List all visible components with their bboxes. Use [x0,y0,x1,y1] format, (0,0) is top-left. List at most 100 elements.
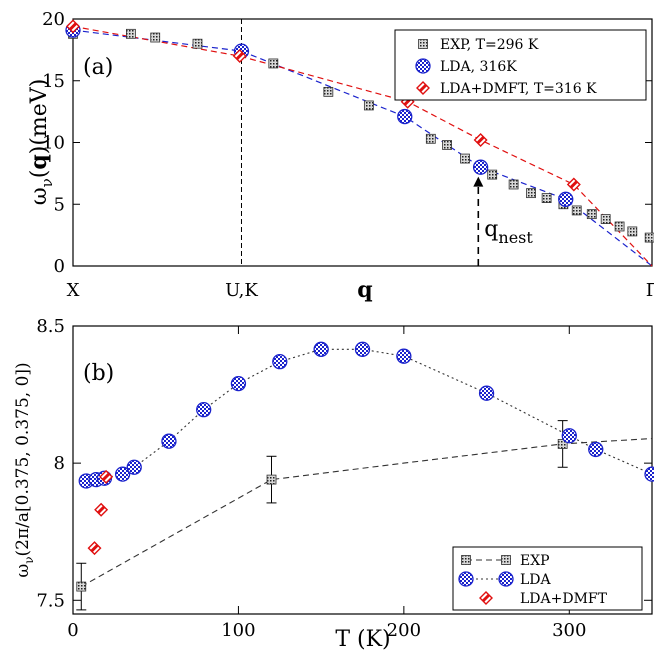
a-point-s0-16 [541,193,552,203]
b-exp-curve [81,437,653,588]
a-point-s0-7 [363,100,374,111]
legend-a-ldadmft: LDA+DMFT, T=316 K [440,81,597,97]
a-ytick-label-4: 20 [42,9,65,30]
panel-b-axes: 7.5 8 8.5 0 100 200 300 [36,316,652,641]
b-point-s2-1-fill [97,505,106,514]
legend-b-ldadmft: LDA+DMFT [520,591,608,607]
b-point-s1-8 [272,354,288,370]
legend-a-exp: EXP, T=296 K [440,37,539,53]
panel-a-legend-box [394,29,647,101]
a-point-s1-4 [558,191,574,207]
a-point-s0-5 [268,58,279,69]
a-xtick-label-0: X [67,280,80,301]
panel-a-xlabel: q [357,277,372,303]
panel-a-markers [65,19,654,243]
b-point-s1-12 [478,385,495,401]
a-point-s0-9 [425,133,436,144]
a-xtick-label-2: Γ [646,280,654,301]
a-point-s1-2 [397,108,413,125]
a-point-s2-3 [473,133,488,148]
a-point-s2-0 [66,19,80,34]
b-point-s2-0 [87,541,102,556]
b-xtick-label-2: 200 [387,620,421,641]
b-point-s1-13 [561,428,577,444]
b-legend-marker-ldadmft-fill [481,593,491,603]
legend-a-lda: LDA, 316K [440,59,517,75]
panel-a-label: (a) [83,55,113,80]
panel-b-markers [76,341,654,611]
b-legend-marker-lda-a [458,571,474,587]
panel-a-legend-markers [415,39,431,95]
panel-a-axes: 0 5 10 15 20 X U,K Γ [42,9,654,301]
b-xtick-label-0: 0 [67,620,78,641]
qnest-annotation: qnest [473,176,533,266]
a-ytick-label-0: 0 [54,256,65,277]
a-ytick-label-3: 15 [42,71,65,92]
a-point-s0-1 [126,28,136,39]
a-xtick-label-1: U,K [225,280,258,301]
b-xtick-label-3: 300 [552,620,586,641]
panel-b-xlabel: T (K) [335,627,390,652]
a-point-s2-4-fill [569,180,578,189]
a-point-s0-10 [442,140,452,150]
qnest-label: qnest [484,217,533,247]
b-ytick-label-0: 7.5 [36,590,65,611]
a-point-s2-4 [566,177,581,192]
b-point-s2-0-fill [90,544,99,553]
b-point-s1-4 [126,459,142,475]
b-point-s0-0 [76,581,87,592]
a-point-s0-21 [614,221,625,232]
panel-b-curves [81,348,653,588]
a-point-s1-3 [472,159,489,175]
legend-b-exp: EXP [520,553,550,569]
b-lda-curve [86,348,653,482]
b-ytick-label-2: 8.5 [36,316,65,337]
a-ytick-label-2: 10 [42,133,65,154]
b-legend-marker-exp-a [461,555,471,565]
a-point-s0-22 [627,226,638,237]
b-point-s2-2 [99,469,114,484]
b-point-s1-10 [354,341,371,357]
a-legend-marker-2-fill [418,83,428,93]
b-point-s1-7 [230,375,247,392]
b-ytick-label-1: 8 [54,453,65,474]
b-point-s1-14 [588,441,604,458]
b-point-s0-1 [266,474,277,485]
a-curve-2 [72,25,653,267]
b-legend-marker-exp-b [501,555,511,565]
b-xtick-label-1: 100 [221,620,255,641]
a-point-s0-14 [508,179,519,190]
a-point-s0-23 [644,232,654,243]
a-point-s0-6 [323,86,334,97]
a-point-s0-13 [487,169,498,180]
panel-b-label: (b) [83,361,114,386]
b-legend-marker-ldadmft [479,591,493,605]
b-point-s2-2-fill [102,472,111,481]
b-point-s2-1 [94,502,109,517]
a-point-s0-11 [460,153,470,164]
a-ytick-label-1: 5 [54,194,65,215]
b-point-s1-15 [644,466,654,482]
legend-b-lda: LDA [520,572,552,588]
panel-b: 7.5 8 8.5 0 100 200 300 (b) ων(2π/a[0.375, 0.3… [13,316,654,652]
a-legend-marker-2 [416,81,430,95]
panel-a-ylabel: ων(q)(meV) [26,79,56,206]
b-point-s1-3 [114,466,131,482]
panel-b-ylabel: ων(2π/a[0.375, 0.375, 0]) [13,362,36,577]
a-point-s2-1-fill [235,51,244,61]
panel-b-legend-markers [458,555,514,605]
b-legend-marker-lda-b [498,571,514,587]
b-point-s1-6 [196,402,212,418]
a-point-s0-18 [571,205,582,216]
b-point-s1-11 [396,348,412,364]
a-point-s0-15 [526,188,536,199]
panel-a: 0 5 10 15 20 X U,K Γ (a) ων(q)(meV) q qnest EXP… [26,9,654,303]
qnest-arrow-head [473,176,484,187]
a-point-s2-1 [232,49,247,64]
a-legend-marker-1 [415,58,431,74]
a-point-s0-3 [192,38,203,49]
a-point-s2-0-fill [68,22,78,31]
a-point-s2-3-fill [476,135,485,145]
b-point-s1-9 [313,341,329,357]
